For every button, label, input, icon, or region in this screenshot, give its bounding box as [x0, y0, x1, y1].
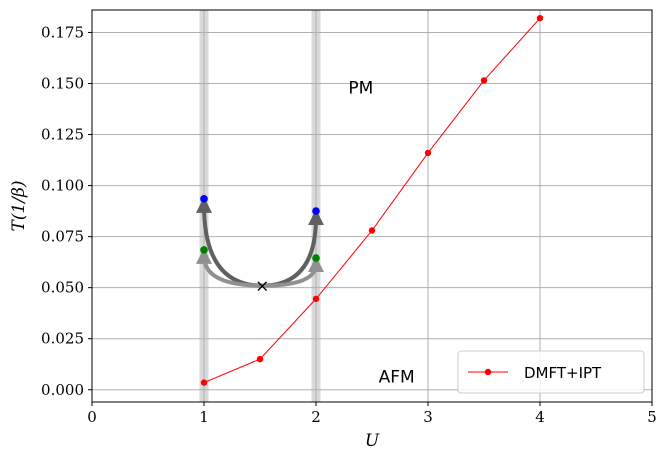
legend-box [457, 350, 645, 394]
y-tick-label: 0.175 [41, 23, 84, 41]
data-point [536, 14, 544, 22]
x-tick-label: 5 [647, 408, 657, 426]
data-point [256, 355, 264, 363]
data-point [368, 227, 376, 234]
x-tick-label: 0 [87, 408, 97, 426]
y-tick-label: 0.150 [41, 75, 84, 93]
arrows-layer [196, 196, 324, 288]
y-tick-label: 0.050 [41, 279, 84, 297]
data-point [424, 149, 432, 157]
legend: DMFT+IPT [457, 350, 645, 394]
y-tick-label: 0.025 [41, 330, 84, 348]
x-tick-label: 1 [199, 408, 209, 426]
cross-marker: × [255, 277, 269, 297]
transition-arrow [196, 247, 263, 288]
markers-layer [200, 195, 320, 262]
y-axis-label: T(1/β) [9, 181, 29, 232]
x-axis-label: U [365, 431, 380, 451]
data-point [312, 295, 320, 303]
x-tick-label: 4 [535, 408, 545, 426]
region-label: AFM [379, 368, 415, 388]
marker-point [200, 246, 208, 254]
x-tick-label: 3 [423, 408, 433, 426]
marker-point [312, 254, 320, 262]
marker-point [200, 195, 208, 203]
marker-point [312, 207, 320, 215]
y-tick-label: 0.000 [41, 381, 84, 399]
data-point [480, 77, 488, 84]
series-layer [200, 14, 544, 386]
series-line [203, 17, 541, 384]
shaded-bands [199, 10, 321, 402]
y-tick-label: 0.100 [41, 177, 84, 195]
legend-label: DMFT+IPT [524, 364, 602, 382]
y-tick-label: 0.125 [41, 126, 84, 144]
plot-frame [91, 9, 653, 403]
region-label: PM [348, 79, 373, 99]
ticks-layer: 0 1 2 3 4 5 0.000 0.025 0.050 0.075 0.100 0.125 0.15… [41, 23, 657, 426]
grid [91, 10, 653, 402]
y-tick-label: 0.075 [41, 228, 84, 246]
data-point [200, 379, 208, 386]
annotations-layer: PM AFM × [255, 79, 415, 388]
x-tick-label: 2 [311, 408, 321, 426]
legend-marker [484, 368, 492, 376]
transition-arrow [262, 256, 324, 288]
